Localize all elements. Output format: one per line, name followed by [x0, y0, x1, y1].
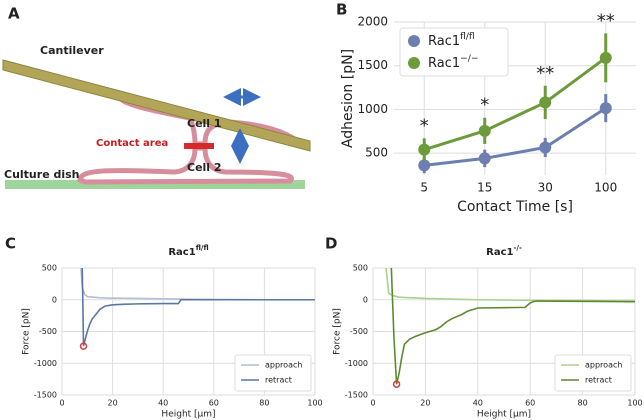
y-tick-label: 1000	[357, 102, 388, 116]
diagram: A Cantilever Cell 1 Contact area Cell 2 …	[2, 5, 311, 189]
legend-label-sup: fl/fl	[460, 31, 475, 41]
series-line	[81, 267, 315, 347]
x-tick-label: 0	[370, 399, 375, 408]
x-tick-label: 20	[108, 399, 118, 408]
min-marker	[79, 342, 88, 350]
point	[599, 51, 612, 64]
legend-label-main: Rac1	[428, 34, 460, 49]
legend-label-sup: −/−	[460, 53, 478, 63]
label: Culture dish	[4, 168, 80, 181]
contact-area	[184, 143, 214, 149]
point	[478, 124, 491, 137]
series-line	[423, 56, 607, 152]
legend-box	[399, 27, 509, 77]
chart-title-main: Rac1	[486, 247, 513, 258]
x-tick-label: 15	[477, 181, 492, 195]
y-tick-label: -1000	[345, 359, 368, 368]
legend: approach retract	[234, 354, 312, 392]
panel-letter: C	[5, 235, 16, 253]
legend-label: approach	[265, 361, 302, 370]
x-tick-label: 100	[627, 399, 642, 408]
y-tick-label: 500	[353, 264, 368, 273]
legend	[399, 27, 509, 77]
legend-label: retract	[265, 376, 292, 385]
x-tick-label: 100	[594, 181, 617, 195]
panel-letter: B	[336, 1, 347, 19]
y-tick-label: -500	[350, 327, 368, 336]
panel-letter: A	[8, 5, 20, 23]
significance: *	[480, 95, 489, 116]
x-tick-label: 60	[525, 399, 535, 408]
y-tick-label: 0	[363, 295, 368, 304]
label: Cell 2	[187, 161, 222, 174]
significance: **	[536, 63, 554, 84]
point	[418, 159, 431, 172]
x-axis-label: Height [μm]	[161, 410, 215, 420]
legend-label: retract	[585, 376, 612, 385]
x-tick-label: 40	[473, 399, 483, 408]
y-axis-label: Force [pN]	[333, 308, 343, 355]
min-marker	[392, 380, 401, 388]
significance: **	[597, 10, 615, 31]
y-tick-label: -500	[39, 327, 57, 336]
x-tick-label: 20	[420, 399, 430, 408]
y-tick-label: -1500	[34, 391, 57, 400]
point	[418, 143, 431, 156]
y-tick-label: 1500	[357, 58, 388, 72]
x-tick-label: 80	[578, 399, 588, 408]
y-tick-label: 500	[42, 264, 57, 273]
x-axis-label: Height [μm]	[477, 410, 531, 420]
legend-label: approach	[585, 361, 622, 370]
legend-box	[554, 354, 632, 392]
y-axis-label: Adhesion [pN]	[340, 49, 356, 148]
x-tick-label: 0	[59, 399, 64, 408]
point	[539, 96, 552, 109]
chart-title-sup: -/-	[513, 244, 521, 252]
legend-marker	[408, 35, 420, 47]
point	[599, 102, 612, 115]
y-tick-label: -1000	[34, 359, 57, 368]
chart-title-sup: fl/fl	[196, 244, 209, 252]
label: Cell 1	[187, 117, 222, 130]
y-tick-label: 0	[52, 295, 57, 304]
x-tick-label: 60	[209, 399, 219, 408]
x-tick-label: 100	[307, 399, 322, 408]
x-tick-label: 30	[538, 181, 553, 195]
panel-letter: D	[325, 235, 337, 253]
significance: *	[420, 115, 429, 136]
legend: approach retract	[554, 354, 632, 392]
label: Cantilever	[40, 44, 104, 57]
chart-title: Rac1-/-	[486, 244, 522, 258]
y-axis-label: Force [pN]	[22, 308, 32, 355]
culture-dish	[5, 180, 305, 189]
series-line	[424, 106, 607, 167]
x-tick-label: 40	[158, 399, 168, 408]
x-tick-label: 5	[420, 181, 428, 195]
chart-title: Rac1fl/fl	[168, 244, 208, 258]
y-tick-label: 2000	[357, 15, 388, 29]
legend-label: Rac1−/−	[428, 53, 478, 70]
x-tick-label: 80	[259, 399, 269, 408]
legend-label: Rac1fl/fl	[428, 31, 475, 48]
point	[539, 141, 552, 154]
y-tick-label: 500	[365, 146, 388, 160]
series-line	[390, 267, 636, 385]
legend-box	[234, 354, 312, 392]
y-tick-label: -1500	[345, 391, 368, 400]
x-axis-label: Contact Time [s]	[457, 199, 573, 215]
legend-label-main: Rac1	[428, 56, 460, 71]
chart-title-main: Rac1	[168, 247, 195, 258]
label: Contact area	[96, 138, 168, 149]
legend-marker	[408, 57, 420, 69]
point	[478, 152, 491, 165]
